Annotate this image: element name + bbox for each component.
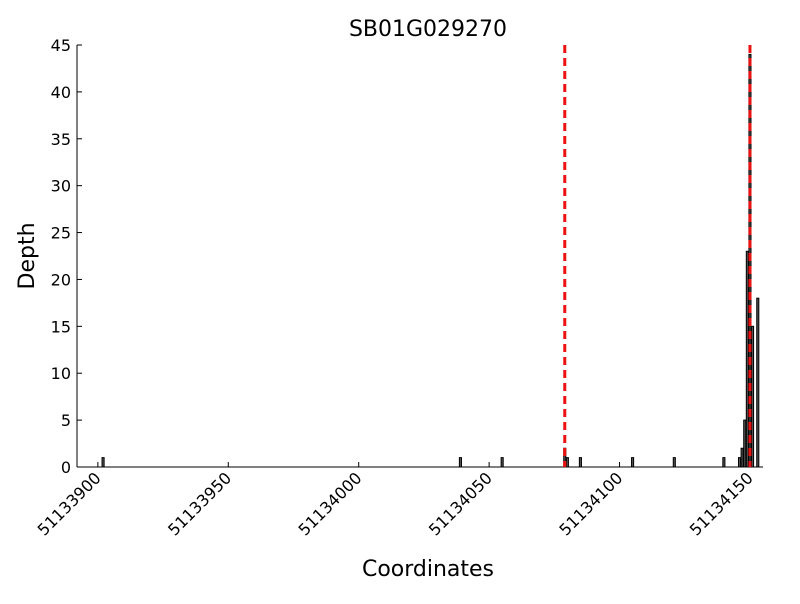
bar (751, 325, 755, 468)
bar (737, 457, 742, 468)
y-tick-label: 10 (51, 364, 71, 383)
bar (458, 457, 462, 468)
bar (578, 457, 582, 468)
bar (631, 457, 635, 468)
y-tick-label: 25 (51, 224, 71, 243)
bar (722, 457, 726, 468)
bar (756, 297, 760, 468)
x-tick-label: 51134050 (425, 468, 496, 539)
y-tick-label: 15 (51, 317, 71, 336)
x-tick-label: 51133900 (34, 468, 105, 539)
bar (672, 457, 676, 468)
y-tick-label: 0 (61, 458, 71, 477)
y-tick-label: 5 (61, 411, 71, 430)
y-tick-label: 30 (51, 177, 71, 196)
bar (500, 457, 504, 468)
x-axis-label: Coordinates (362, 557, 494, 582)
chart-title: SB01G029270 (349, 17, 507, 42)
x-tick-label: 51133950 (164, 468, 235, 539)
bar (740, 447, 744, 468)
y-tick-label: 45 (51, 36, 71, 55)
y-tick-label: 20 (51, 270, 71, 289)
y-axis-label: Depth (15, 222, 40, 289)
y-tick-label: 35 (51, 130, 71, 149)
bar (743, 419, 747, 468)
bar (101, 457, 105, 468)
x-tick-label: 51134100 (555, 468, 626, 539)
x-tick-label: 51134000 (295, 468, 366, 539)
y-tick-label: 40 (51, 83, 71, 102)
bar (565, 457, 569, 468)
x-tick-label: 51134150 (686, 468, 757, 539)
bar (745, 250, 749, 468)
